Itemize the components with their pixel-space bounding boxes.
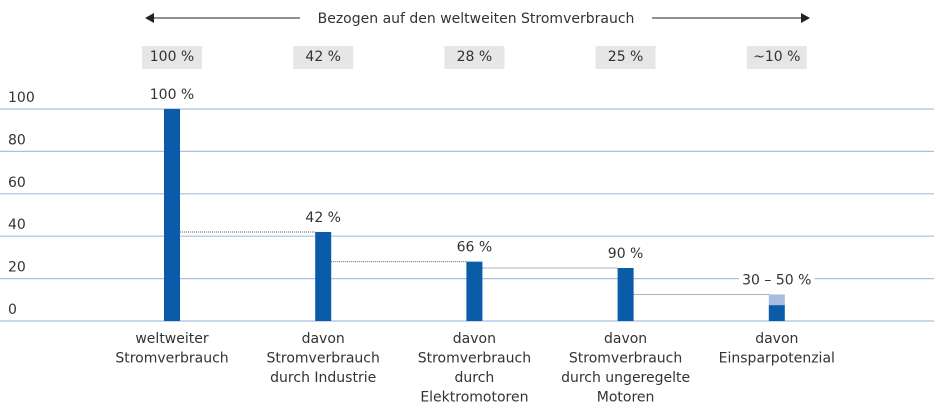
global-label: 28 % bbox=[457, 49, 493, 65]
y-tick-label: 60 bbox=[8, 175, 26, 191]
global-label: ~10 % bbox=[753, 49, 800, 65]
x-tick-label: davon bbox=[755, 331, 798, 347]
x-tick-label: durch Industrie bbox=[270, 370, 376, 386]
data-label: 42 % bbox=[305, 210, 341, 226]
x-tick-label: durch ungeregelte bbox=[561, 370, 690, 386]
x-tick-label: Einsparpotenzial bbox=[719, 351, 835, 367]
global-label-bg bbox=[595, 46, 656, 69]
x-tick-label: Stromverbrauch bbox=[267, 351, 380, 367]
global-label-bg bbox=[746, 46, 807, 69]
data-label: 90 % bbox=[608, 246, 644, 262]
bar bbox=[768, 294, 785, 306]
data-label: 100 % bbox=[150, 87, 194, 103]
data-label-bg bbox=[453, 238, 496, 257]
x-tick-label: Stromverbrauch bbox=[418, 351, 531, 367]
y-tick-label: 100 bbox=[8, 90, 35, 106]
x-tick-label: Stromverbrauch bbox=[115, 351, 228, 367]
data-label-bg bbox=[739, 271, 815, 290]
bar bbox=[768, 305, 785, 321]
bar bbox=[164, 109, 180, 321]
y-tick-label: 0 bbox=[8, 302, 17, 318]
data-label-bg bbox=[302, 208, 344, 227]
data-label: 66 % bbox=[457, 240, 493, 256]
x-tick-label: davon bbox=[453, 331, 496, 347]
global-label: 42 % bbox=[305, 49, 341, 65]
x-tick-label: Motoren bbox=[597, 390, 655, 406]
global-label-bg bbox=[293, 46, 354, 69]
bar bbox=[617, 268, 634, 321]
x-tick-label: Stromverbrauch bbox=[569, 351, 682, 367]
y-tick-label: 40 bbox=[8, 217, 26, 233]
global-label-bg bbox=[142, 46, 202, 69]
data-label-bg bbox=[604, 245, 647, 263]
data-label: 30 – 50 % bbox=[742, 273, 811, 289]
x-tick-label: davon bbox=[604, 331, 647, 347]
data-label-bg bbox=[146, 86, 198, 104]
x-tick-label: davon bbox=[302, 331, 345, 347]
bar bbox=[466, 261, 483, 321]
global-label-bg bbox=[444, 46, 505, 69]
x-tick-label: durch bbox=[455, 370, 495, 386]
header-bg bbox=[300, 8, 652, 30]
x-tick-label: weltweiter bbox=[135, 331, 208, 347]
y-tick-label: 20 bbox=[8, 260, 26, 276]
global-label: 100 % bbox=[150, 49, 194, 65]
header: Bezogen auf den weltweiten Stromverbrauc… bbox=[318, 11, 635, 27]
global-label: 25 % bbox=[608, 49, 644, 65]
bar bbox=[315, 231, 332, 321]
x-tick-label: Elektromotoren bbox=[420, 390, 528, 406]
y-tick-label: 80 bbox=[8, 132, 26, 148]
